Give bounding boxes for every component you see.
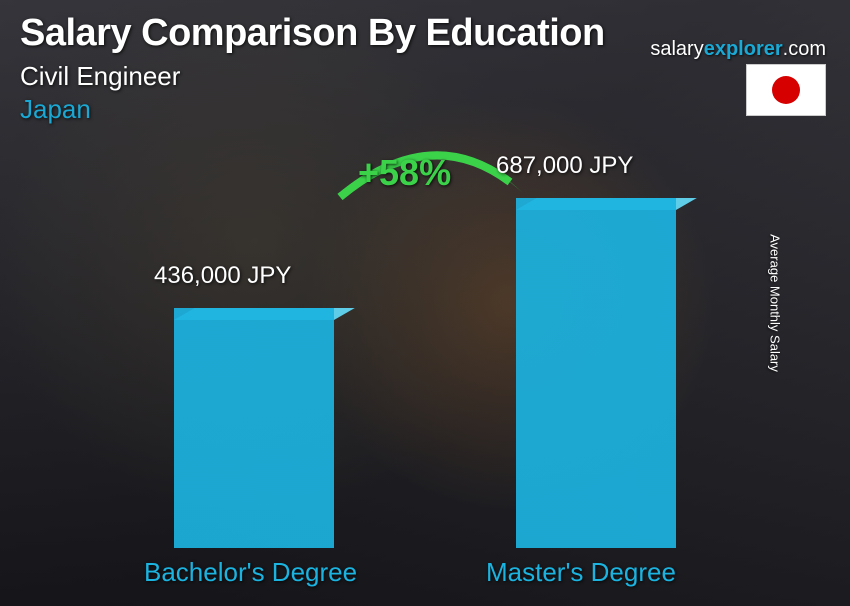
brand-suffix: .com	[783, 38, 826, 60]
chart-area: +58% 436,000 JPY Bachelor's Degree 687,0…	[0, 140, 850, 606]
brand-logo: salaryexplorer.com	[650, 38, 826, 61]
bar-bachelors	[174, 308, 334, 548]
country-flag	[746, 64, 826, 116]
bar-category-bachelors: Bachelor's Degree	[144, 557, 357, 588]
job-title: Civil Engineer	[20, 61, 830, 92]
bar-category-masters: Master's Degree	[486, 557, 676, 588]
bar-value-bachelors: 436,000 JPY	[154, 262, 291, 290]
brand-word-1: salary	[650, 38, 703, 60]
percent-increase-badge: +58%	[358, 152, 451, 194]
country-label: Japan	[20, 94, 830, 125]
bar-value-masters: 687,000 JPY	[496, 152, 633, 180]
bar-front-face	[174, 308, 334, 548]
header: Salary Comparison By Education Civil Eng…	[20, 12, 830, 125]
flag-circle-icon	[772, 76, 800, 104]
brand-word-2: explorer	[704, 38, 783, 60]
bar-front-face	[516, 198, 676, 548]
bar-masters	[516, 198, 676, 548]
